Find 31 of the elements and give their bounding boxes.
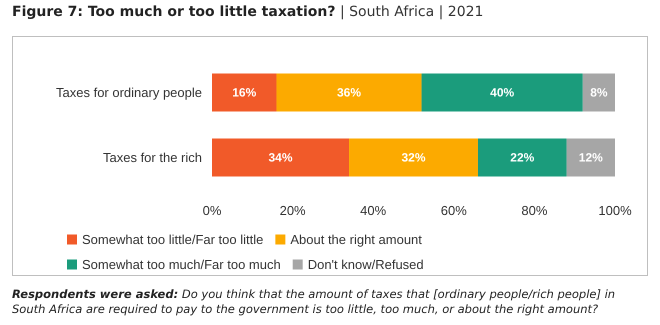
legend-label: Don't know/Refused [308, 257, 424, 272]
bar [478, 138, 567, 176]
data-label: 32% [401, 150, 426, 164]
text: Respondents were asked: Do you think that the amount of taxes that [ordinary people/rich people] in South Africa are required to pay to the government is too little, too much, or about the right amount? [12, 287, 616, 317]
y-tick-label: Taxes for ordinary people [56, 85, 202, 100]
legend-label: About the right amount [290, 232, 422, 247]
chart-title: Figure 7: Too much or too little taxation? [12, 4, 336, 20]
y-tick-label: Taxes for the rich [103, 150, 202, 165]
legend-label: Somewhat too much/Far too much [82, 257, 281, 272]
bar [566, 138, 615, 176]
x-tick-label: 80% [521, 203, 548, 218]
bar [349, 138, 478, 176]
x-tick-label: 60% [440, 203, 468, 218]
data-label: 36% [337, 86, 362, 100]
chart-subtitle: | South Africa | 2021 [338, 4, 484, 20]
bar [582, 74, 615, 112]
bar [212, 138, 350, 176]
data-label: 22% [510, 150, 535, 164]
data-label: 8% [590, 86, 608, 100]
bar [212, 74, 276, 112]
data-label: 40% [490, 86, 514, 100]
bar [276, 74, 422, 112]
data-label: 12% [578, 150, 604, 164]
data-label: 16% [232, 86, 257, 100]
x-tick-label: 40% [360, 203, 387, 218]
x-tick-label: 20% [280, 203, 306, 218]
legend-label: Somewhat too little/Far too little [82, 232, 264, 247]
data-label: 34% [268, 150, 293, 164]
x-tick-label: 0% [202, 203, 222, 218]
x-tick-label: 100% [598, 203, 632, 218]
bar [422, 74, 583, 112]
